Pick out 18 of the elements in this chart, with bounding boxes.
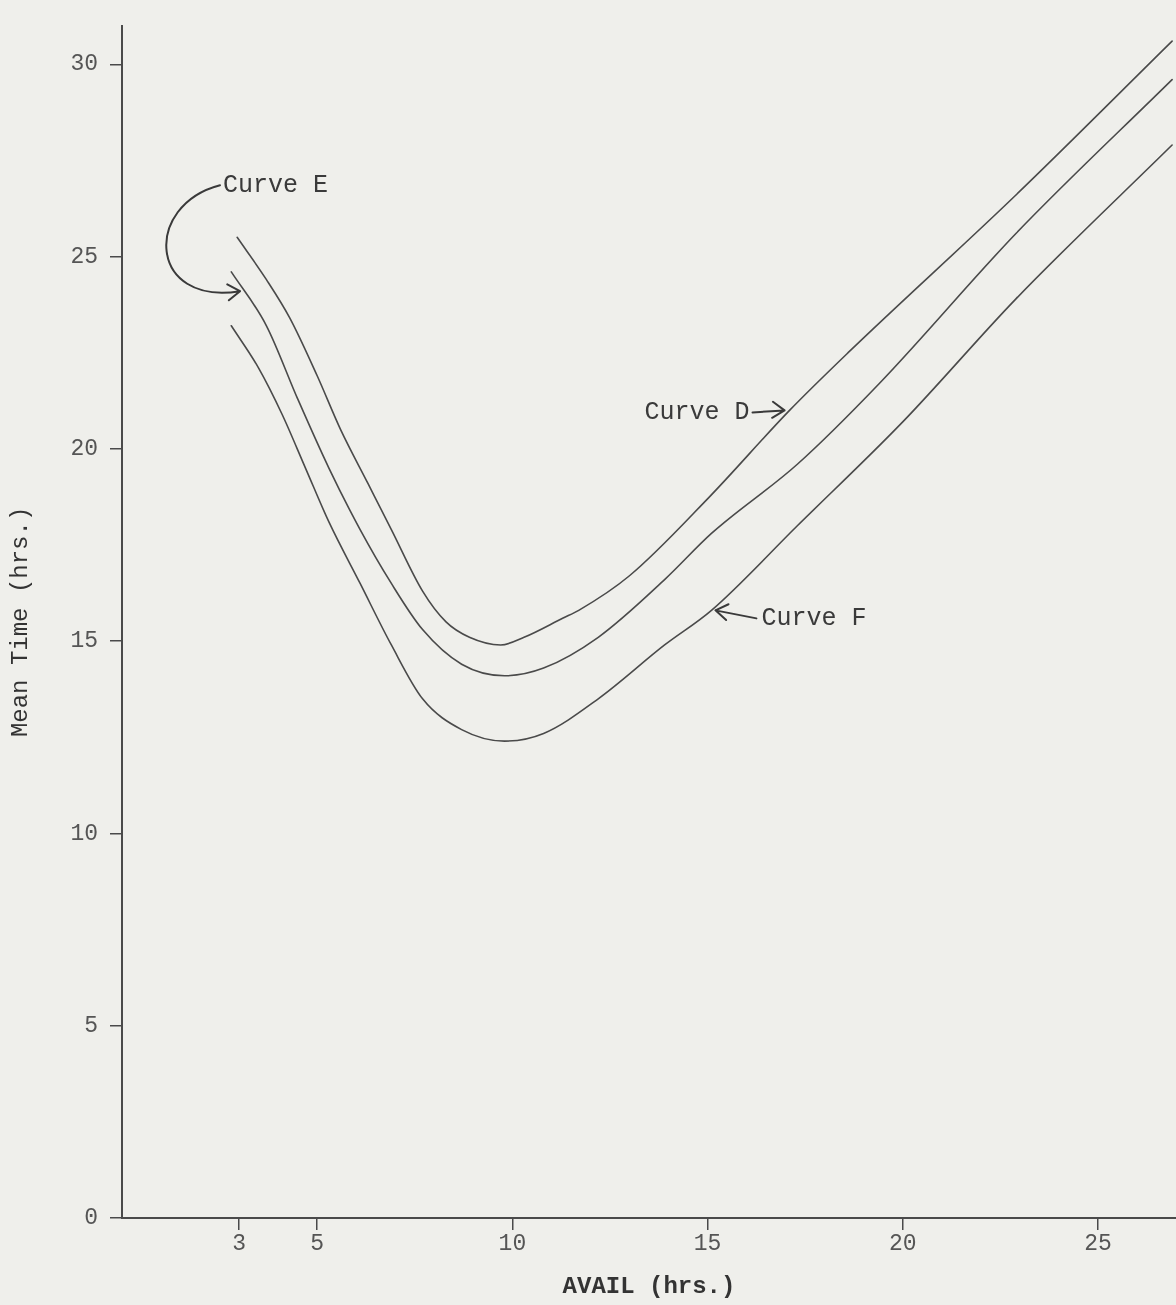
x-tick-label: 5	[310, 1230, 325, 1257]
y-axis-title: Mean Time (hrs.)	[6, 506, 34, 738]
y-tick-label: 20	[70, 435, 98, 462]
x-tick-label: 3	[232, 1230, 247, 1257]
y-tick-label: 0	[84, 1205, 98, 1232]
annotation: Curve D	[644, 397, 750, 427]
annotation: Curve E	[223, 170, 329, 200]
x-tick-label: 15	[693, 1230, 722, 1257]
y-tick-label: 30	[70, 51, 98, 78]
y-tick-label: 15	[70, 628, 98, 655]
x-tick-label: 10	[498, 1230, 527, 1257]
y-tick-label: 5	[84, 1012, 98, 1039]
x-axis-title: AVAIL (hrs.)	[562, 1272, 736, 1300]
x-tick-label: 20	[888, 1230, 917, 1257]
y-tick-label: 10	[70, 820, 98, 847]
annotation: Curve F	[761, 603, 867, 633]
x-tick-label: 25	[1084, 1230, 1112, 1257]
y-tick-label: 25	[70, 243, 98, 270]
